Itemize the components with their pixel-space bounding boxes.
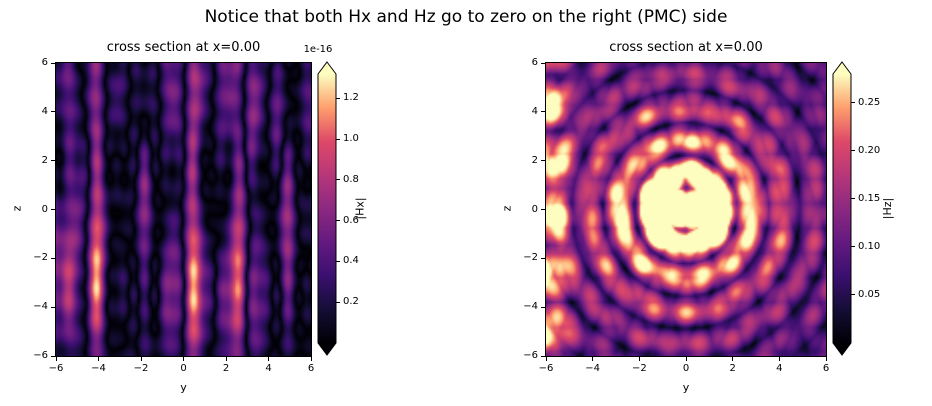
y-tick-mark: [51, 257, 55, 259]
colorbar-tick-mark: [851, 150, 855, 152]
figure-suptitle: Notice that both Hx and Hz go to zero on…: [204, 7, 728, 27]
colorbar-tick-label: 0.25: [858, 96, 881, 108]
y-tick-label: −4: [33, 301, 48, 313]
y-tick-label: −4: [523, 301, 538, 313]
colorbar-hz: [832, 61, 852, 356]
x-tick-mark: [685, 357, 687, 361]
y-tick-mark: [541, 160, 545, 162]
y-tick-mark: [541, 111, 545, 113]
colorbar-tick-mark: [336, 179, 340, 181]
x-tick-label: −6: [538, 363, 554, 374]
y-tick-label: 4: [41, 105, 48, 117]
heatmap-hz: [546, 63, 826, 356]
colorbar-tick-mark: [336, 260, 340, 262]
x-tick-label: −4: [585, 363, 601, 374]
colorbar-tick-mark: [336, 97, 340, 99]
x-tick-label: 0: [180, 363, 187, 374]
x-tick-label: −2: [133, 363, 149, 374]
y-tick-mark: [51, 355, 55, 357]
x-tick-mark: [732, 357, 734, 361]
y-tick-label: 6: [531, 57, 538, 68]
x-tick-mark: [778, 357, 780, 361]
x-tick-label: 6: [307, 363, 315, 374]
y-tick-label: 6: [41, 57, 48, 68]
colorbar-tick-mark: [851, 246, 855, 248]
x-tick-label: 6: [822, 363, 830, 374]
y-tick-label: 2: [531, 154, 538, 166]
x-axis-label-hz: y: [682, 381, 690, 394]
y-tick-mark: [51, 209, 55, 210]
y-tick-label: 0: [41, 203, 48, 215]
x-tick-mark: [183, 357, 184, 361]
y-tick-mark: [51, 306, 55, 308]
colorbar-tick-mark: [851, 198, 855, 200]
y-tick-mark: [541, 209, 545, 210]
y-tick-mark: [51, 62, 55, 64]
y-tick-mark: [541, 306, 545, 308]
heatmap-axes-hz: [545, 62, 827, 357]
y-tick-mark: [541, 257, 545, 259]
colorbar-tick-label: 1.2: [343, 92, 359, 104]
y-tick-label: 4: [531, 105, 538, 117]
y-tick-label: −2: [33, 252, 48, 264]
x-tick-label: 4: [776, 363, 783, 374]
y-tick-label: 2: [41, 154, 48, 166]
y-tick-mark: [541, 62, 545, 64]
colorbar-tick-label: 0.05: [858, 288, 881, 300]
colorbar-tick-label: 0.4: [343, 255, 359, 267]
x-tick-mark: [592, 357, 594, 361]
x-tick-mark: [545, 357, 547, 361]
colorbar-hx: [317, 61, 337, 356]
plot-title-hz: cross section at x=0.00: [609, 40, 763, 55]
colorbar-tick-label: 0.2: [343, 296, 359, 308]
x-tick-label: 2: [222, 363, 230, 374]
x-tick-label: −4: [91, 363, 106, 374]
x-tick-mark: [140, 357, 142, 361]
x-axis-label-hx: y: [180, 381, 187, 394]
colorbar-label-hx: |Hx|: [353, 197, 367, 220]
y-tick-mark: [541, 355, 545, 357]
x-tick-mark: [55, 357, 57, 361]
heatmap-hx: [56, 63, 311, 356]
colorbar-gradient: [832, 61, 852, 356]
y-tick-label: −2: [523, 252, 538, 264]
y-tick-mark: [51, 160, 55, 162]
x-tick-mark: [98, 357, 99, 361]
colorbar-gradient: [317, 61, 337, 356]
colorbar-tick-label: 1.0: [343, 133, 359, 145]
x-tick-label: 2: [729, 363, 736, 374]
colorbar-tick-mark: [336, 220, 340, 222]
colorbar-tick-mark: [851, 294, 855, 296]
colorbar-tick-label: 0.10: [858, 240, 881, 252]
colorbar-tick-label: 0.8: [343, 173, 359, 185]
x-tick-label: −2: [631, 363, 647, 374]
x-tick-mark: [638, 357, 640, 361]
colorbar-tick-mark: [336, 138, 340, 140]
heatmap-axes-hx: [55, 62, 312, 357]
colorbar-tick-label: 0.20: [858, 144, 881, 156]
colorbar-tick-label: 0.6: [343, 214, 359, 226]
x-tick-mark: [225, 357, 227, 361]
x-tick-label: 0: [682, 363, 690, 374]
colorbar-tick-label: 0.15: [858, 192, 881, 204]
x-tick-mark: [268, 357, 269, 361]
colorbar-tick-mark: [851, 102, 855, 104]
x-tick-label: 4: [265, 363, 272, 374]
x-tick-label: −6: [48, 363, 64, 374]
colorbar-offset-text-hx: 1e-16: [303, 44, 333, 55]
plot-title-hx: cross section at x=0.00: [106, 40, 261, 55]
colorbar-tick-mark: [336, 301, 340, 303]
x-tick-mark: [825, 357, 827, 361]
y-tick-mark: [51, 111, 55, 113]
y-tick-label: 0: [531, 203, 538, 215]
y-tick-label: −6: [33, 350, 48, 361]
y-tick-label: −6: [523, 350, 538, 361]
x-tick-mark: [310, 357, 312, 361]
